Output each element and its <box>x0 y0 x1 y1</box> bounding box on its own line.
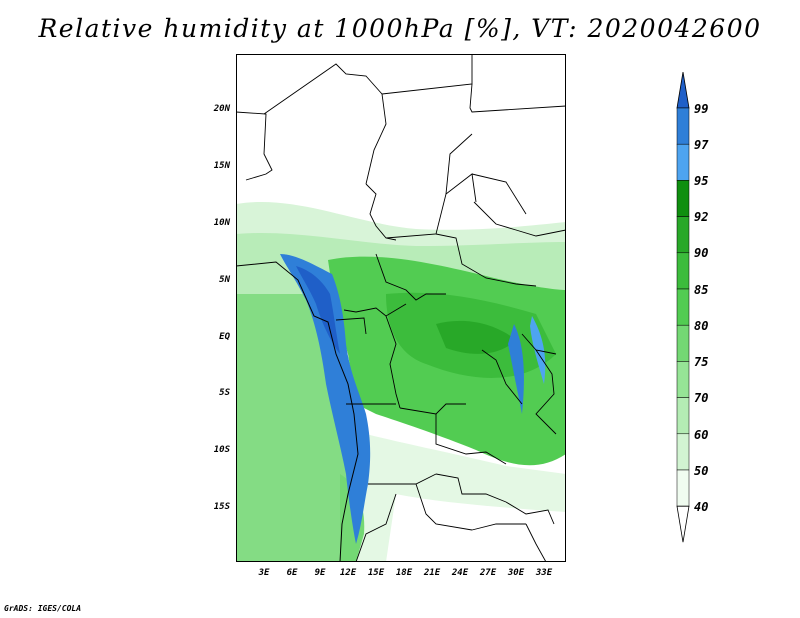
colorbar-label: 92 <box>694 210 709 224</box>
colorbar-label: 70 <box>694 391 709 405</box>
lat-tick-label: 15S <box>213 502 230 512</box>
lon-tick-label: 30E <box>507 568 525 578</box>
lon-tick-label: 27E <box>479 568 497 578</box>
humidity-map <box>236 54 566 562</box>
lon-tick-label: 15E <box>367 568 385 578</box>
colorbar <box>676 71 690 552</box>
map-frame <box>236 54 566 562</box>
colorbar-segment <box>676 324 690 362</box>
colorbar-segment <box>676 252 690 290</box>
lat-tick-label: 10N <box>213 218 230 228</box>
lon-tick-label: 6E <box>286 568 298 578</box>
colorbar-segment <box>676 216 690 254</box>
lat-tick-label: 5S <box>219 388 230 398</box>
lat-tick-label: EQ <box>219 332 230 342</box>
lat-tick-label: 10S <box>213 445 230 455</box>
colorbar-min-arrow <box>676 505 690 543</box>
colorbar-label: 60 <box>694 428 709 442</box>
lat-tick-label: 20N <box>213 104 230 114</box>
colorbar-label: 95 <box>694 174 709 188</box>
colorbar-segment <box>676 397 690 435</box>
lon-tick-label: 3E <box>258 568 270 578</box>
lon-tick-label: 33E <box>535 568 553 578</box>
lon-tick-label: 12E <box>339 568 357 578</box>
colorbar-scale <box>676 71 690 543</box>
lon-tick-label: 9E <box>314 568 326 578</box>
colorbar-segment <box>676 288 690 326</box>
lon-tick-label: 18E <box>395 568 413 578</box>
colorbar-label: 50 <box>694 464 709 478</box>
colorbar-segment <box>676 469 690 507</box>
colorbar-label: 75 <box>694 355 709 369</box>
colorbar-segment <box>676 433 690 471</box>
credit-text: GrADS: IGES/COLA <box>4 604 82 613</box>
colorbar-label: 80 <box>694 319 709 333</box>
coastal-saturation <box>280 254 371 544</box>
lat-tick-label: 15N <box>213 161 230 171</box>
lon-tick-label: 21E <box>423 568 441 578</box>
colorbar-label: 90 <box>694 246 709 260</box>
colorbar-label: 99 <box>694 102 709 116</box>
colorbar-label: 40 <box>694 500 709 514</box>
colorbar-max-arrow <box>676 71 690 109</box>
colorbar-label: 97 <box>694 138 709 152</box>
colorbar-segment <box>676 361 690 398</box>
map-canvas <box>236 54 566 562</box>
lon-tick-label: 24E <box>451 568 469 578</box>
colorbar-segment <box>676 143 690 181</box>
lat-tick-label: 5N <box>219 275 230 285</box>
colorbar-label: 85 <box>694 283 709 297</box>
colorbar-segment <box>676 107 690 145</box>
colorbar-segment <box>676 180 690 217</box>
map-title: Relative humidity at 1000hPa [%], VT: 20… <box>38 14 762 43</box>
